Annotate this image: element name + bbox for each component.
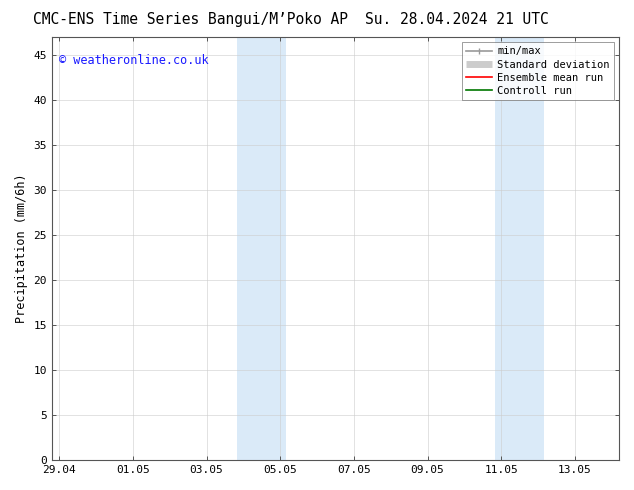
Text: CMC-ENS Time Series Bangui/M’Poko AP: CMC-ENS Time Series Bangui/M’Poko AP — [33, 12, 347, 27]
Text: Su. 28.04.2024 21 UTC: Su. 28.04.2024 21 UTC — [365, 12, 548, 27]
Bar — [495, 37, 544, 460]
Y-axis label: Precipitation (mm/6h): Precipitation (mm/6h) — [15, 174, 28, 323]
Legend: min/max, Standard deviation, Ensemble mean run, Controll run: min/max, Standard deviation, Ensemble me… — [462, 42, 614, 100]
Bar — [237, 37, 287, 460]
Text: © weatheronline.co.uk: © weatheronline.co.uk — [59, 54, 209, 67]
